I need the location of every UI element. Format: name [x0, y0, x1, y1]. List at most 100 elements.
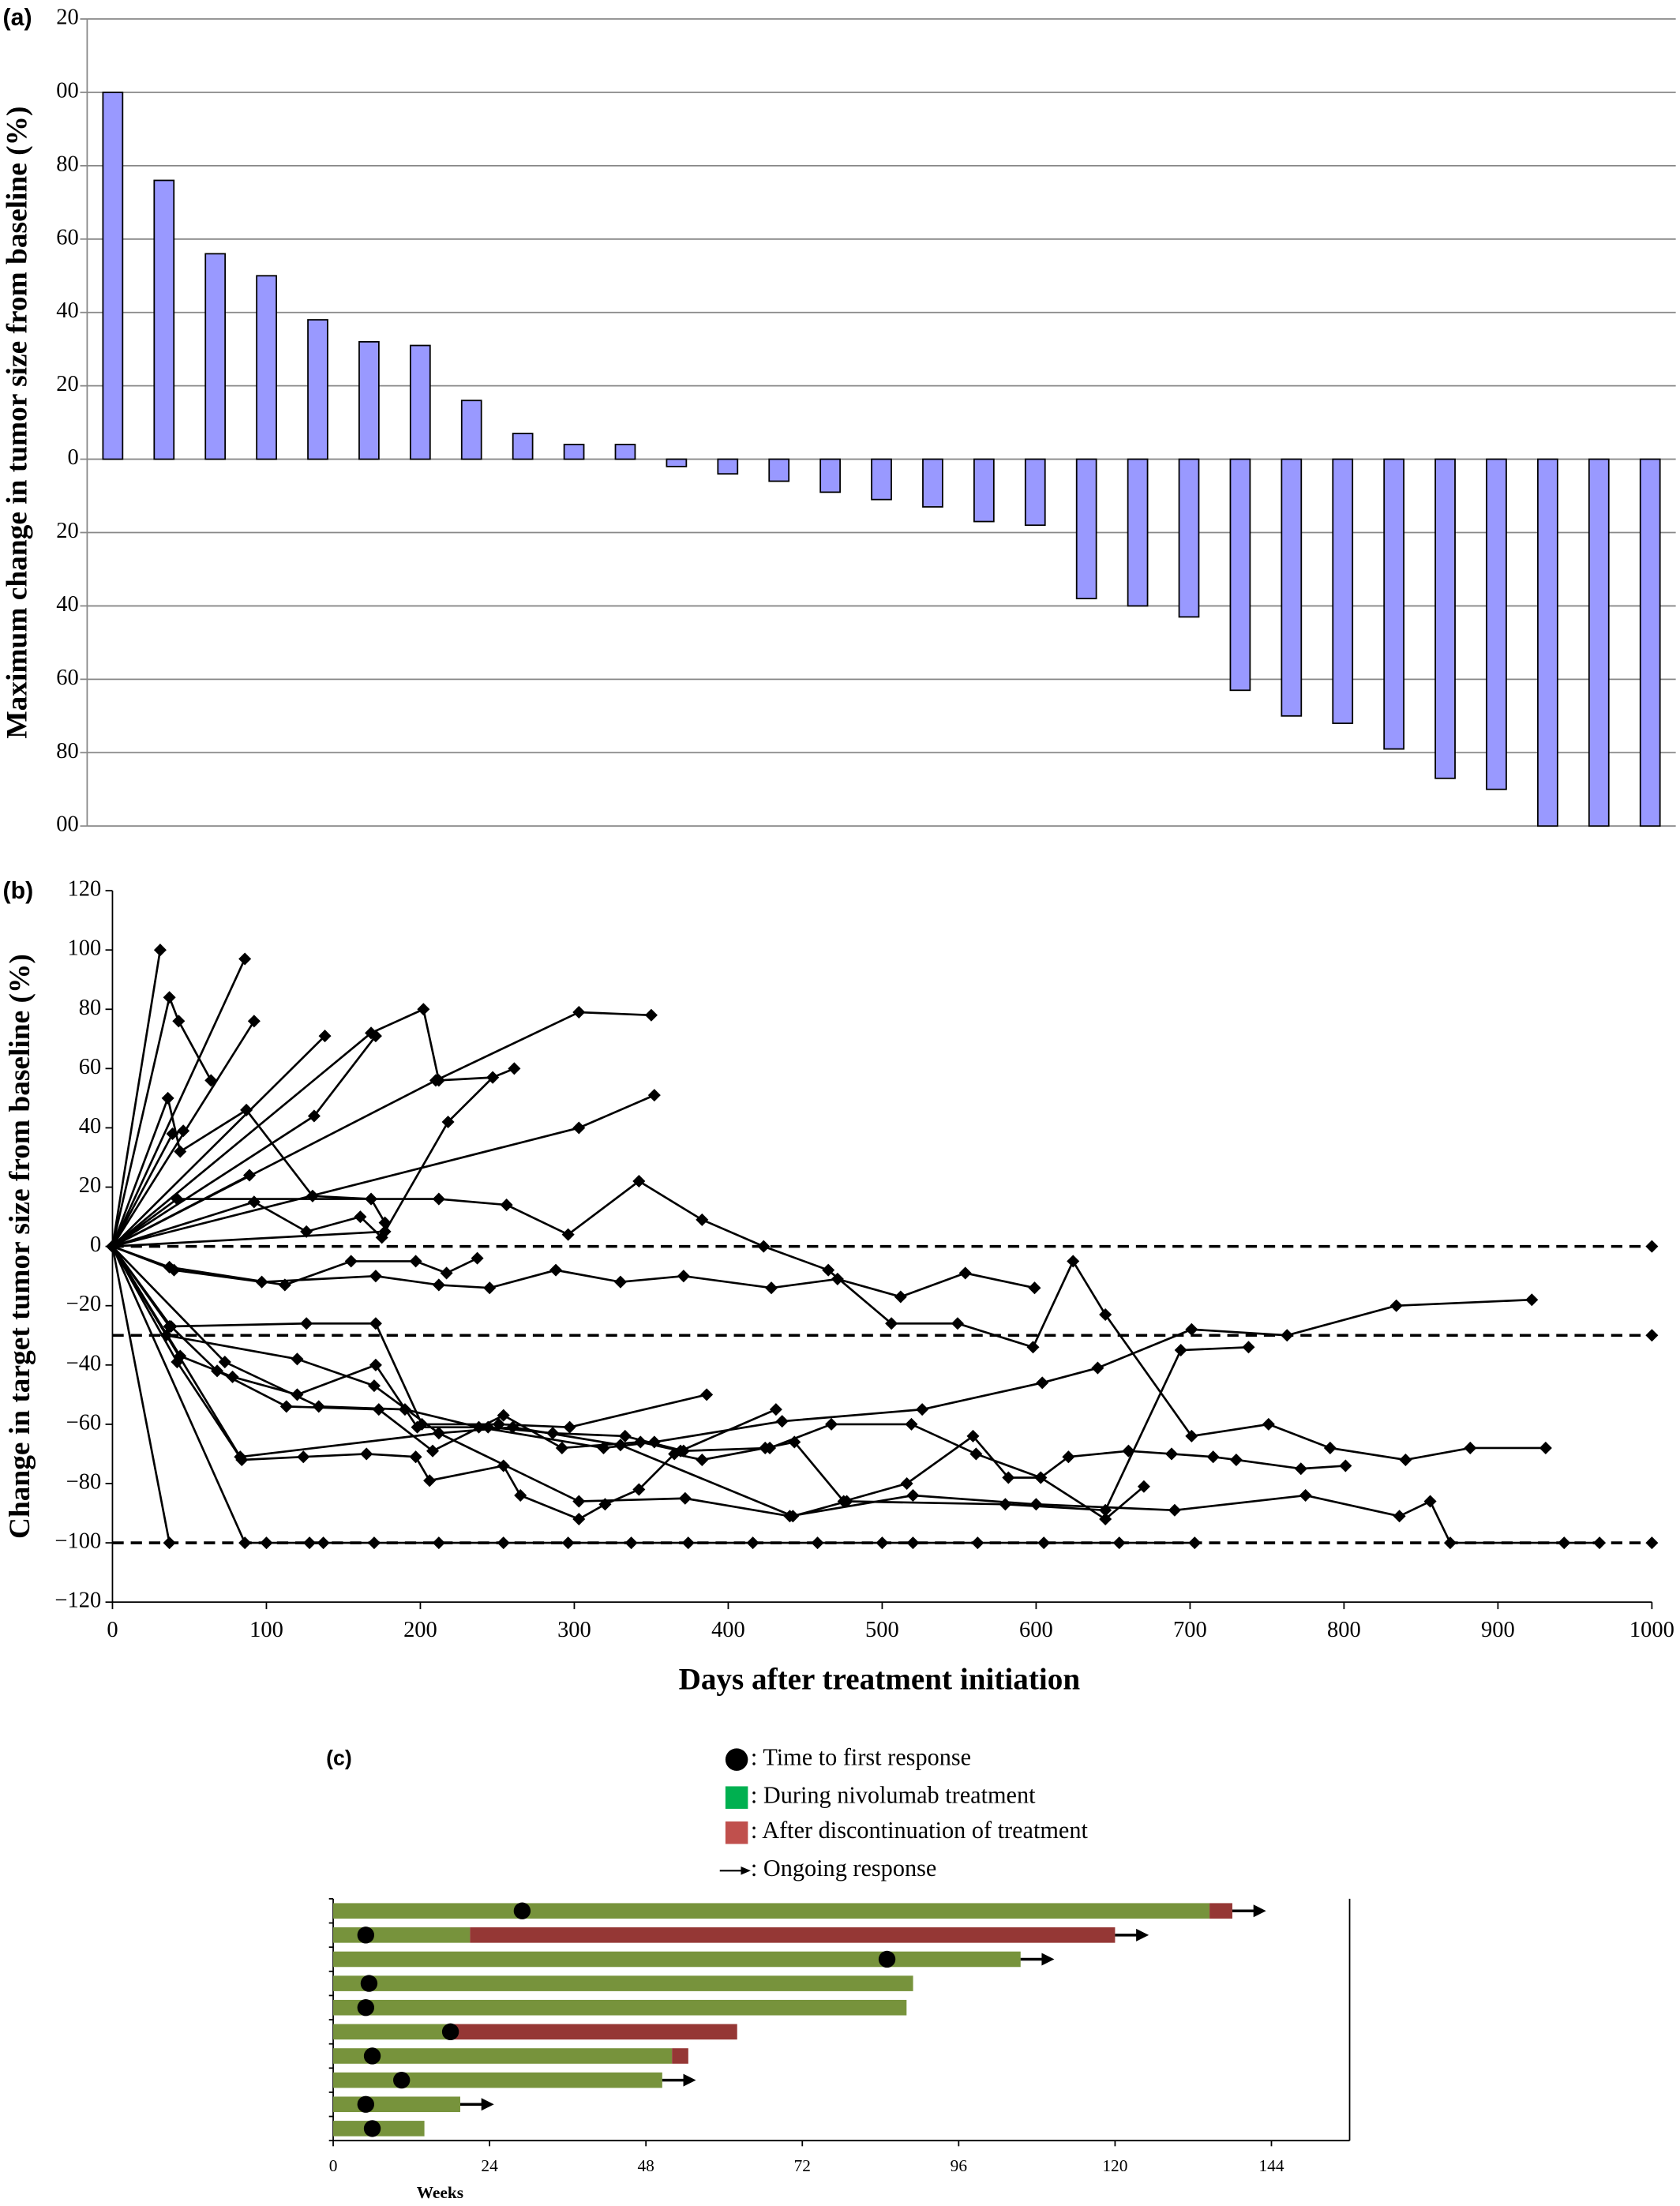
bar	[409, 344, 431, 460]
y-tick-label: −20	[66, 1292, 102, 1316]
point	[234, 1450, 247, 1464]
bar	[717, 458, 739, 475]
point	[369, 1358, 382, 1371]
series-line	[111, 993, 212, 1247]
point	[906, 1488, 920, 1503]
bar-segment	[333, 1927, 471, 1943]
bar	[1486, 458, 1507, 790]
point	[440, 1266, 453, 1280]
bar	[922, 458, 943, 508]
bar	[1281, 458, 1303, 717]
point	[317, 1536, 330, 1550]
point	[508, 1062, 521, 1075]
response-marker	[441, 2023, 459, 2041]
point	[166, 1127, 179, 1140]
point	[1185, 1322, 1198, 1336]
point	[769, 1403, 782, 1416]
point	[354, 1210, 367, 1224]
bar	[153, 179, 175, 460]
point	[971, 1536, 984, 1550]
point	[177, 1124, 190, 1138]
point	[822, 1263, 835, 1277]
point	[153, 944, 167, 957]
series-line	[111, 1245, 707, 1428]
response-marker	[357, 2095, 374, 2113]
y-tick-label: −40	[66, 1351, 102, 1375]
bar-segment	[333, 1903, 1210, 1919]
point	[1067, 1255, 1080, 1268]
bar	[1127, 458, 1149, 607]
point	[247, 1195, 261, 1209]
point	[1525, 1293, 1539, 1307]
point	[1137, 1480, 1150, 1493]
point	[429, 1074, 442, 1087]
point	[1099, 1513, 1112, 1526]
point	[432, 1192, 445, 1206]
series-line	[111, 1180, 1546, 1461]
x-tick-label: 96	[951, 2156, 968, 2175]
bar	[614, 444, 636, 460]
point	[415, 1417, 429, 1431]
x-tick-label: 600	[1019, 1618, 1053, 1642]
x-tick-label: 500	[865, 1618, 899, 1642]
x-axis-title: Weeks	[417, 2183, 463, 2202]
bar	[819, 458, 841, 493]
point	[999, 1498, 1012, 1511]
point	[497, 1409, 510, 1422]
point	[171, 1192, 184, 1206]
point	[238, 952, 252, 966]
x-tick-label: 700	[1173, 1618, 1207, 1642]
y-tick-label: 80	[79, 996, 101, 1020]
point	[966, 1429, 980, 1443]
point	[260, 1536, 273, 1550]
point	[1242, 1341, 1255, 1354]
point	[840, 1495, 853, 1508]
point	[1036, 1376, 1049, 1390]
point	[409, 1450, 422, 1464]
bar	[871, 458, 892, 501]
point	[297, 1450, 310, 1464]
point	[1464, 1441, 1477, 1454]
point	[906, 1536, 920, 1550]
bar	[1024, 458, 1046, 527]
point	[1443, 1536, 1457, 1550]
y-tick-label: −120	[54, 1589, 101, 1613]
point	[497, 1536, 510, 1550]
y-tick-label: 80	[56, 152, 78, 176]
series-line	[111, 1245, 1532, 1450]
point	[106, 1240, 119, 1253]
point	[1262, 1417, 1275, 1431]
legend-marker	[725, 1748, 748, 1771]
response-marker	[393, 2071, 411, 2089]
x-tick-label: 200	[403, 1618, 437, 1642]
point	[344, 1255, 358, 1268]
point	[1062, 1450, 1075, 1464]
bar	[1383, 458, 1405, 750]
point	[506, 1420, 519, 1434]
bar	[1332, 458, 1354, 724]
point	[514, 1488, 527, 1503]
y-tick-label: 20	[79, 1173, 101, 1198]
bar-segment	[333, 2024, 448, 2040]
bar-segment	[1209, 1903, 1232, 1919]
point	[647, 1435, 661, 1449]
series-line	[111, 958, 246, 1247]
point	[486, 1071, 500, 1084]
ongoing-arrow-head	[481, 2098, 494, 2111]
point	[375, 1231, 388, 1244]
point	[1229, 1453, 1243, 1466]
x-tick-label: 0	[329, 2156, 338, 2175]
y-tick-label: 20	[56, 6, 78, 30]
y-tick-label: 40	[79, 1114, 101, 1139]
point	[561, 1228, 575, 1241]
legend-label: : Ongoing response	[751, 1855, 936, 1881]
series-line	[111, 949, 162, 1247]
series-line	[111, 1245, 1346, 1479]
point	[696, 1213, 709, 1226]
point	[307, 1109, 321, 1123]
point	[167, 1263, 181, 1277]
bar-segment	[672, 2048, 688, 2064]
point	[1593, 1536, 1607, 1550]
point	[360, 1447, 373, 1461]
